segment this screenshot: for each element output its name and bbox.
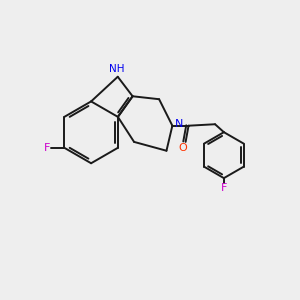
Text: F: F	[221, 182, 227, 193]
Text: F: F	[44, 143, 50, 153]
Text: N: N	[175, 119, 183, 129]
Text: O: O	[178, 143, 187, 153]
Text: NH: NH	[109, 64, 124, 74]
